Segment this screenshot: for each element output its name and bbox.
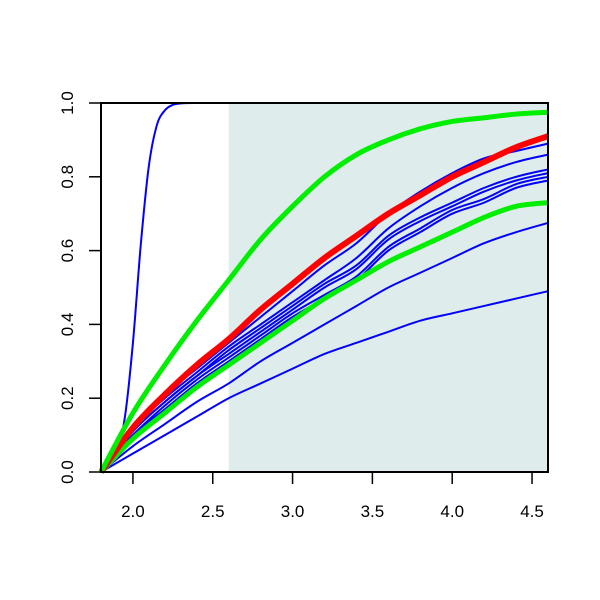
x-tick-label: 2.5 [201,502,225,521]
series-line-8 [100,153,549,473]
series-line-11 [98,133,549,474]
x-tick-label: 4.0 [440,502,464,521]
x-tick-label: 3.5 [361,502,385,521]
x-tick-label: 2.0 [121,502,145,521]
series-line-3 [100,221,549,473]
x-tick-label: 3.0 [281,502,305,521]
series-line-5 [100,175,549,473]
series-layer [98,101,549,474]
y-tick-label: 0.2 [58,386,77,410]
y-tick-label: 1.0 [58,91,77,115]
series-line-12 [98,109,549,474]
y-tick-label: 0.4 [58,313,77,337]
y-tick-label: 0.6 [58,239,77,263]
x-tick-label: 4.5 [520,502,544,521]
y-tick-label: 0.0 [58,460,77,484]
series-line-10 [99,200,549,474]
series-line-7 [100,168,549,473]
series-line-2 [100,290,549,473]
y-tick-label: 0.8 [58,165,77,189]
axis-layer: 2.0 2.5 3.0 3.5 4.0 4.5 0.0 0.2 0.4 0.6 0.8 1.0 [58,91,544,521]
